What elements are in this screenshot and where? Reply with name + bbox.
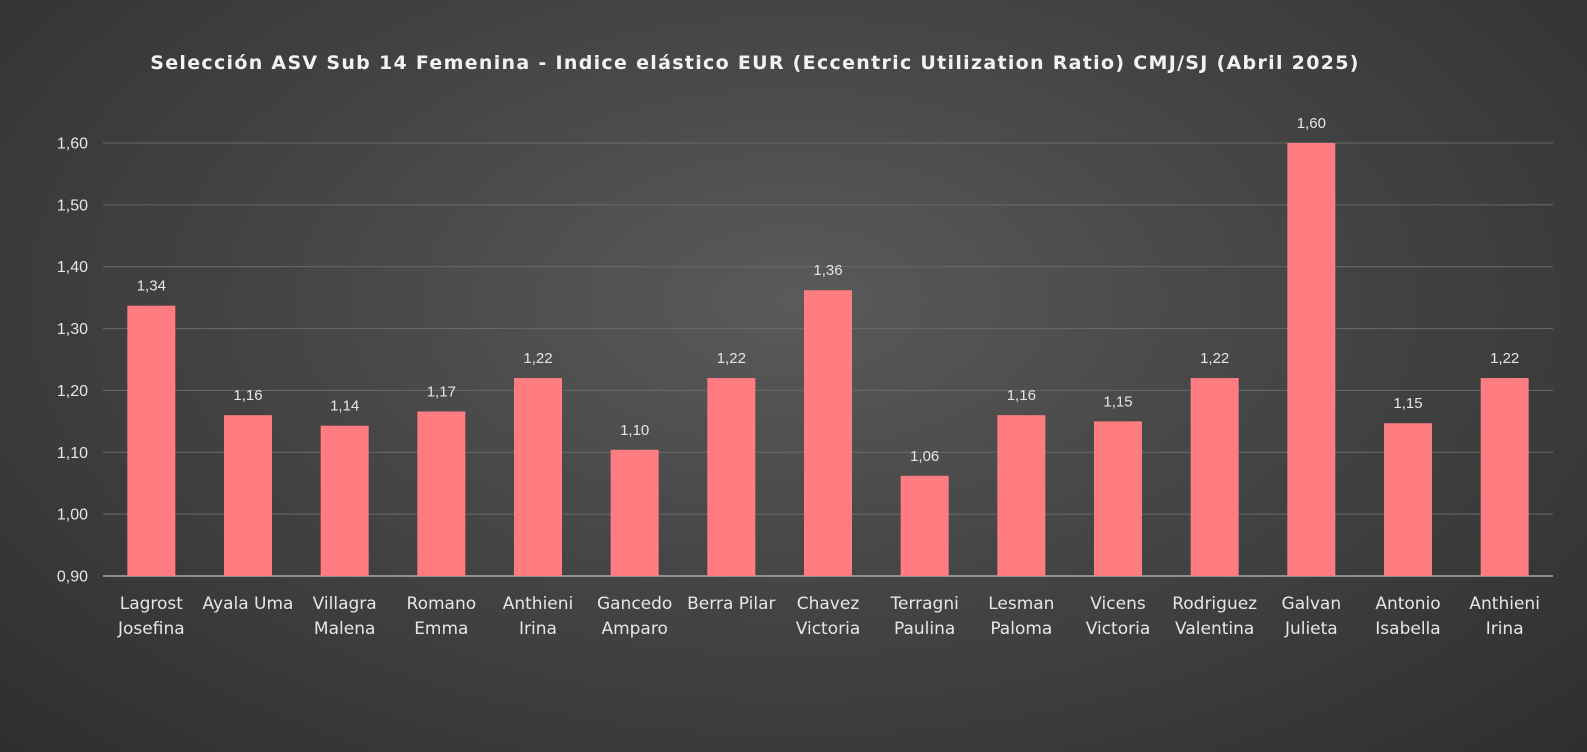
y-tick-label: 1,60 bbox=[57, 136, 88, 153]
x-category-label-line: Romano bbox=[407, 594, 477, 614]
x-category-label: Berra Pilar bbox=[687, 594, 775, 614]
x-category-label-line: Valentina bbox=[1175, 619, 1254, 639]
x-category-label-line: Lesman bbox=[988, 594, 1054, 614]
data-label: 1,22 bbox=[717, 350, 746, 367]
x-category-label-line: Anthieni bbox=[503, 594, 574, 614]
x-category-label-line: Malena bbox=[314, 619, 375, 639]
x-category-label-line: Ayala Uma bbox=[203, 594, 294, 614]
x-category-label-line: Julieta bbox=[1284, 619, 1338, 639]
bar bbox=[320, 425, 369, 576]
data-label: 1,16 bbox=[233, 387, 262, 404]
x-category-label-line: Lagrost bbox=[120, 594, 184, 614]
data-label: 1,60 bbox=[1297, 115, 1326, 132]
y-tick-label: 1,00 bbox=[57, 507, 88, 524]
bar bbox=[224, 415, 272, 576]
bar bbox=[1480, 378, 1529, 576]
bar bbox=[514, 378, 562, 576]
data-label: 1,34 bbox=[137, 278, 166, 295]
bar bbox=[1384, 423, 1432, 576]
x-category-label: Villagra Malena bbox=[313, 594, 377, 639]
x-category-label: Gancedo Amparo bbox=[597, 594, 672, 639]
x-category-label-line: Berra Pilar bbox=[687, 594, 775, 614]
bar bbox=[707, 378, 756, 576]
bar bbox=[1190, 378, 1239, 576]
x-category-label-line: Irina bbox=[519, 619, 557, 639]
data-label: 1,36 bbox=[813, 262, 842, 279]
x-category-label: Anthieni Irina bbox=[1469, 594, 1540, 639]
x-category-label-line: Antonio bbox=[1375, 594, 1440, 614]
x-category-label-line: Villagra bbox=[313, 594, 377, 614]
x-category-label-line: Chavez bbox=[797, 594, 860, 614]
bar bbox=[900, 475, 949, 576]
x-category-label-line: Vicens bbox=[1090, 594, 1146, 614]
bar bbox=[997, 415, 1046, 576]
bar bbox=[804, 290, 852, 576]
x-category-label-line: Galvan bbox=[1282, 594, 1342, 614]
bar bbox=[1094, 421, 1142, 576]
x-category-label-line: Anthieni bbox=[1469, 594, 1540, 614]
y-tick-label: 1,40 bbox=[57, 259, 88, 276]
data-label: 1,14 bbox=[330, 398, 359, 415]
x-category-label: Vicens Victoria bbox=[1086, 594, 1151, 639]
data-label: 1,22 bbox=[523, 350, 552, 367]
data-label: 1,17 bbox=[427, 383, 456, 400]
y-tick-label: 1,50 bbox=[57, 197, 88, 214]
y-tick-label: 1,20 bbox=[57, 383, 88, 400]
x-category-label-line: Victoria bbox=[1086, 619, 1151, 639]
bar bbox=[1287, 143, 1336, 576]
x-category-label-line: Josefina bbox=[117, 619, 185, 639]
x-category-label: Lesman Paloma bbox=[988, 594, 1054, 639]
x-category-label-line: Gancedo bbox=[597, 594, 672, 614]
data-label: 1,15 bbox=[1103, 393, 1132, 410]
x-category-label-line: Paloma bbox=[990, 619, 1052, 639]
data-label: 1,22 bbox=[1200, 350, 1229, 367]
x-category-label: Terragni Paulina bbox=[889, 594, 958, 639]
x-category-label-line: Rodriguez bbox=[1172, 594, 1257, 614]
x-category-label-line: Isabella bbox=[1375, 619, 1440, 639]
data-label: 1,22 bbox=[1490, 350, 1519, 367]
x-category-label: Romano Emma bbox=[407, 594, 477, 639]
x-category-label-line: Irina bbox=[1486, 619, 1524, 639]
x-category-label-line: Terragni bbox=[889, 594, 958, 614]
x-category-label-line: Amparo bbox=[601, 619, 667, 639]
bar bbox=[127, 305, 176, 576]
x-category-label-line: Emma bbox=[414, 619, 468, 639]
x-category-label: Anthieni Irina bbox=[503, 594, 574, 639]
data-label: 1,06 bbox=[910, 448, 939, 465]
x-category-label: Rodriguez Valentina bbox=[1172, 594, 1257, 639]
data-label: 1,10 bbox=[620, 422, 649, 439]
bar bbox=[610, 449, 659, 576]
y-tick-label: 0,90 bbox=[57, 569, 88, 586]
data-label: 1,15 bbox=[1393, 395, 1422, 412]
bar bbox=[417, 411, 466, 576]
x-category-label-line: Victoria bbox=[796, 619, 861, 639]
y-tick-label: 1,30 bbox=[57, 321, 88, 338]
x-category-label: Antonio Isabella bbox=[1375, 594, 1440, 639]
x-category-label-line: Paulina bbox=[894, 619, 955, 639]
x-category-label: Ayala Uma bbox=[203, 594, 294, 614]
y-tick-label: 1,10 bbox=[57, 445, 88, 462]
x-category-label: Chavez Victoria bbox=[796, 594, 861, 639]
chart-title: Selección ASV Sub 14 Femenina - Indice e… bbox=[150, 52, 1360, 74]
x-category-label: Galvan Julieta bbox=[1282, 594, 1342, 639]
x-category-label: Lagrost Josefina bbox=[117, 594, 185, 639]
data-label: 1,16 bbox=[1007, 387, 1036, 404]
